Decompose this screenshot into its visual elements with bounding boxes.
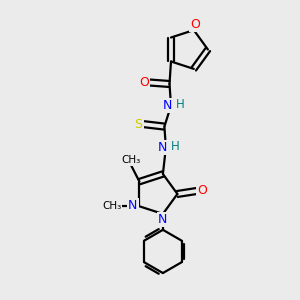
Text: O: O <box>139 76 148 89</box>
Text: N: N <box>128 199 137 212</box>
Text: H: H <box>170 140 179 153</box>
Text: N: N <box>162 99 172 112</box>
Text: O: O <box>190 18 200 31</box>
Text: CH₃: CH₃ <box>102 201 122 211</box>
Text: O: O <box>197 184 207 197</box>
Text: CH₃: CH₃ <box>122 155 141 165</box>
Text: N: N <box>157 141 167 154</box>
Text: S: S <box>135 118 142 131</box>
Text: N: N <box>158 213 168 226</box>
Text: H: H <box>176 98 184 111</box>
